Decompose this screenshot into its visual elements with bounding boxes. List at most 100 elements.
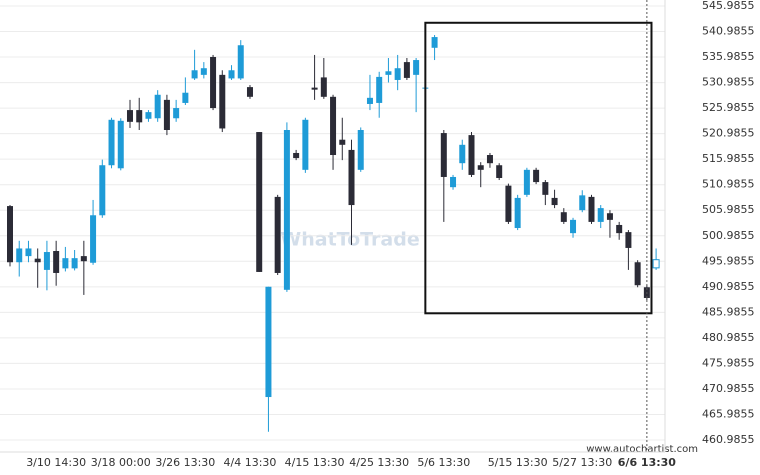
candle-body [71, 258, 78, 269]
x-tick-label: 6/6 13:30 [618, 456, 677, 469]
candle-body [403, 62, 410, 78]
candle-body [16, 248, 23, 263]
y-tick-label: 530.9855 [702, 76, 755, 89]
candle-body [366, 97, 373, 104]
candle-body [450, 176, 457, 188]
candle-body [43, 252, 50, 270]
candle-body [173, 108, 180, 119]
candle-body [90, 215, 97, 263]
x-tick-label: 5/6 13:30 [417, 456, 470, 469]
candle-body [523, 169, 530, 195]
y-tick-label: 515.9855 [702, 152, 755, 165]
candle-body [53, 251, 60, 273]
y-tick-label: 535.9855 [702, 50, 755, 63]
candle-body [542, 182, 549, 195]
y-tick-label: 495.9855 [702, 254, 755, 267]
candle-body [154, 94, 161, 119]
candle-body [7, 206, 13, 263]
candle-body [652, 259, 660, 269]
y-tick-label: 520.9855 [702, 127, 755, 140]
x-tick-label: 5/15 13:30 [488, 456, 548, 469]
candle-body [570, 219, 577, 234]
y-tick-label: 460.9855 [702, 433, 755, 446]
candle-body [357, 129, 364, 170]
y-tick-label: 490.9855 [702, 280, 755, 293]
candle-body [182, 92, 189, 103]
candle-body [468, 135, 475, 175]
y-tick-label: 525.9855 [702, 101, 755, 114]
candle-body [440, 133, 447, 177]
x-tick-label: 3/18 00:00 [91, 456, 151, 469]
y-tick-label: 540.9855 [702, 25, 755, 38]
candle-body [413, 60, 420, 75]
y-tick-label: 480.9855 [702, 331, 755, 344]
candle-body [237, 45, 244, 79]
candle-body [330, 96, 337, 156]
candle-body [191, 70, 198, 79]
candle-body [200, 68, 207, 75]
y-tick-label: 470.9855 [702, 382, 755, 395]
candle-body [477, 165, 484, 170]
candle-body [108, 119, 115, 166]
candle-body [80, 256, 87, 262]
x-tick-label: 4/25 13:30 [349, 456, 409, 469]
y-tick-label: 485.9855 [702, 305, 755, 318]
candle-body [385, 71, 392, 75]
y-tick-label: 465.9855 [702, 407, 755, 420]
candle-body [293, 152, 300, 159]
candle-body [431, 37, 438, 48]
candle-body [505, 185, 512, 222]
candle-body [376, 76, 383, 103]
candle-body [625, 232, 632, 248]
candle-body [210, 56, 217, 109]
y-tick-label: 545.9855 [702, 0, 755, 12]
x-tick-label: 5/27 13:30 [552, 456, 612, 469]
candle-body [99, 165, 106, 216]
x-tick-label: 3/26 13:30 [155, 456, 215, 469]
candle-body [34, 258, 41, 263]
candle-body [256, 132, 263, 272]
candle-body [514, 197, 521, 229]
candle-body [265, 286, 272, 398]
candle-body [283, 129, 290, 290]
y-tick-label: 500.9855 [702, 229, 755, 242]
candle-body [551, 197, 558, 206]
watermark: WhatToTrade [280, 229, 419, 251]
candle-body [339, 139, 346, 145]
candle-body [533, 169, 540, 183]
candle-body [597, 208, 604, 222]
candle-body [459, 144, 466, 164]
y-tick-label: 510.9855 [702, 178, 755, 191]
candle-body [117, 120, 124, 169]
pattern-box [424, 21, 653, 315]
candle-body [145, 112, 152, 119]
candle-body [588, 196, 595, 222]
y-tick-label: 475.9855 [702, 356, 755, 369]
candle-body [394, 68, 401, 80]
candle-body [136, 110, 143, 123]
candle-body [302, 119, 309, 170]
candle-body [62, 258, 69, 269]
x-tick-label: 4/4 13:30 [224, 456, 277, 469]
candle-body [311, 87, 318, 90]
x-tick-label: 3/10 14:30 [26, 456, 86, 469]
candle-body [616, 224, 623, 234]
candle-body [274, 196, 281, 273]
candle-body [25, 248, 32, 257]
candle-body [634, 262, 641, 286]
candle-body [496, 165, 503, 178]
candle-body [246, 87, 253, 97]
candle-body [228, 70, 235, 79]
footer: www.autochartist.com [586, 444, 698, 455]
candle-body [219, 74, 226, 129]
candle-body [560, 212, 567, 222]
candle-body [348, 149, 355, 206]
x-tick-label: 4/15 13:30 [285, 456, 345, 469]
y-tick-label: 505.9855 [702, 203, 755, 216]
candle-body [163, 99, 170, 130]
candle-body [579, 195, 586, 211]
candle-body [126, 110, 133, 122]
candle-body [606, 213, 613, 220]
candle-body [486, 155, 493, 164]
